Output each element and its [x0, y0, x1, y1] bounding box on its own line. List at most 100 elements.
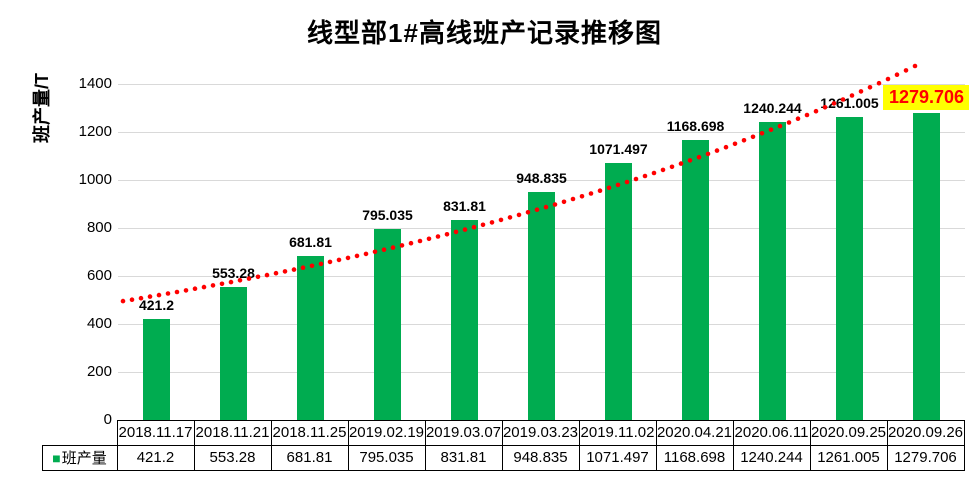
table-date-cell: 2019.03.07 — [424, 419, 503, 446]
trendline-dot — [435, 234, 441, 239]
data-table: 2018.11.17 2018.11.21 2018.11.25 2019.02.19… — [41, 419, 965, 471]
y-tick-label: 400 — [86, 315, 112, 332]
trendline-dot — [786, 120, 792, 125]
table-value-cell: 1240.244 — [732, 444, 811, 471]
bar — [374, 229, 401, 420]
trendline-dot — [354, 253, 360, 259]
bar — [220, 287, 247, 420]
table-corner-blank — [42, 420, 117, 445]
trendline-dot — [219, 281, 225, 287]
table-value-cell: 1261.005 — [809, 444, 888, 471]
table-value-cell: 948.835 — [501, 444, 580, 471]
bar-data-label: 1261.005 — [820, 95, 879, 112]
y-tick-label: 200 — [86, 363, 112, 380]
trendline-dot — [894, 72, 900, 77]
bar-data-label: 1240.244 — [743, 100, 802, 117]
trendline-dot — [426, 236, 432, 242]
trendline-dot — [741, 138, 747, 143]
trendline-dot — [363, 251, 369, 257]
trendline-dot — [858, 89, 864, 94]
table-date-cell: 2019.02.19 — [347, 419, 426, 446]
trendline-dot — [750, 134, 756, 140]
bar-data-label: 553.28 — [212, 265, 255, 282]
trendline-dot — [336, 257, 342, 263]
table-row-values: ■班产量 421.2 553.28 681.81 795.035 831.81 948.83… — [41, 444, 965, 471]
trendline-dot — [588, 191, 594, 196]
bar-data-label: 795.035 — [362, 207, 413, 224]
trendline-dot — [732, 141, 738, 147]
trendline-dot — [498, 217, 504, 223]
table-value-cell: 831.81 — [424, 444, 503, 471]
trendline-dot — [651, 170, 657, 176]
gridline — [118, 131, 965, 133]
trendline-dot — [714, 148, 720, 153]
trendline-dot — [660, 167, 666, 173]
legend-cell: ■班产量 — [41, 444, 118, 471]
bar — [143, 318, 170, 420]
trendline-dot — [480, 222, 486, 228]
table-date-cell: 2020.09.26 — [886, 419, 965, 446]
y-tick-label: 1000 — [78, 171, 112, 188]
y-tick-label: 0 — [103, 411, 112, 428]
highlighted-value: 1279.706 — [882, 84, 969, 110]
y-axis-title: 班产量/T — [32, 73, 52, 143]
trendline-dot — [174, 289, 180, 295]
bar — [913, 112, 940, 420]
trendline-dot — [642, 173, 648, 179]
trendline-dot — [723, 144, 729, 150]
trendline-dot — [489, 220, 495, 225]
bar — [759, 122, 786, 420]
bar-data-label: 421.2 — [138, 296, 175, 313]
y-tick-label: 800 — [86, 219, 112, 236]
trendline-dot — [597, 188, 603, 193]
trendline-dot — [165, 291, 171, 296]
table-value-cell: 1279.706 — [886, 444, 965, 471]
bar — [297, 256, 324, 420]
bar — [605, 162, 632, 420]
bar-data-label-highlighted: 1279.706 — [867, 84, 969, 110]
bar — [528, 192, 555, 420]
trendline-dot — [795, 116, 801, 121]
trendline-dot — [408, 240, 414, 246]
table-date-cell: 2020.06.11 — [732, 419, 811, 446]
y-tick-label: 600 — [86, 267, 112, 284]
trendline-dot — [417, 238, 423, 244]
trendline-dot — [561, 199, 567, 205]
trendline-dot — [210, 283, 216, 288]
trendline-dot — [192, 286, 198, 292]
bar-data-label: 948.835 — [516, 170, 567, 187]
trendline-dot — [903, 68, 909, 73]
table-value-cell: 553.28 — [193, 444, 272, 471]
trendline-dot — [183, 288, 189, 293]
bar — [451, 220, 478, 420]
y-tick-label: 1400 — [78, 75, 112, 92]
trendline-dot — [912, 63, 918, 69]
table-value-cell: 1168.698 — [655, 444, 734, 471]
table-value-cell: 681.81 — [270, 444, 349, 471]
trendline-dot — [669, 164, 675, 170]
trendline-dot — [579, 194, 585, 199]
table-value-cell: 421.2 — [116, 444, 195, 471]
table-date-cell: 2019.03.23 — [501, 419, 580, 446]
table-date-cell: 2019.11.02 — [578, 419, 657, 446]
table-date-cell: 2020.04.21 — [655, 419, 734, 446]
bar-data-label: 681.81 — [289, 234, 332, 251]
table-row-dates: 2018.11.17 2018.11.21 2018.11.25 2019.02.19… — [42, 419, 965, 446]
trendline-dot — [507, 215, 513, 220]
table-date-cell: 2018.11.21 — [193, 419, 272, 446]
y-tick-label: 1200 — [78, 123, 112, 140]
legend-swatch-icon: ■ — [52, 450, 61, 466]
trendline-dot — [201, 284, 207, 290]
trendline-dot — [345, 255, 351, 261]
bar-data-label: 1168.698 — [666, 117, 725, 134]
bar — [836, 117, 863, 420]
trendline-dot — [570, 196, 576, 202]
gridline — [118, 83, 965, 85]
table-date-cell: 2018.11.17 — [116, 419, 195, 446]
bar — [682, 139, 709, 420]
table-value-cell: 1071.497 — [578, 444, 657, 471]
trendline-dot — [444, 232, 450, 237]
table-value-cell: 795.035 — [347, 444, 426, 471]
table-date-cell: 2018.11.25 — [270, 419, 349, 446]
